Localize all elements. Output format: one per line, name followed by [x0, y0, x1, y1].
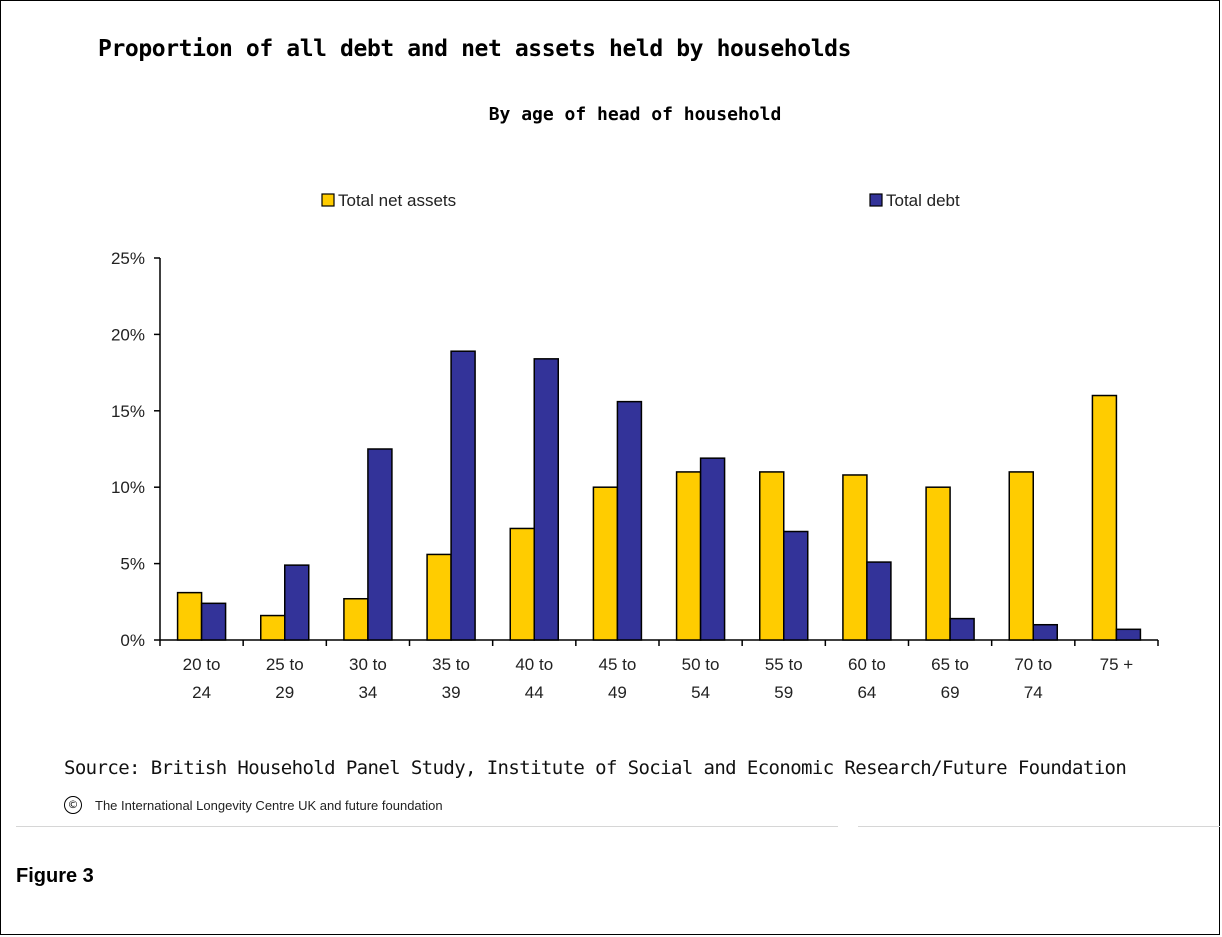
x-category-label: 65 to — [931, 655, 969, 674]
copyright-text: The International Longevity Centre UK an… — [95, 797, 443, 813]
x-category-label: 29 — [275, 683, 294, 702]
net-assets-bar — [176, 591, 203, 641]
x-category-label: 69 — [941, 683, 960, 702]
x-category-label: 74 — [1024, 683, 1043, 702]
net-assets-bar — [343, 597, 369, 641]
x-category-label: 30 to — [349, 655, 387, 674]
bar-chart: Total net assets Total debt 0% 5% 10% 15% 20% 2… — [111, 191, 1159, 702]
x-category-label: 25 to — [266, 655, 304, 674]
net-assets-bar — [759, 471, 785, 641]
separator-line — [16, 826, 838, 827]
total-debt-bar — [450, 350, 476, 641]
x-category-label: 40 to — [515, 655, 553, 674]
x-category-label: 64 — [857, 683, 876, 702]
y-tick-label: 10% — [111, 478, 145, 497]
net-assets-bar — [592, 486, 619, 641]
total-debt-bar — [367, 448, 393, 641]
x-category-label: 54 — [691, 683, 710, 702]
y-tick-label: 20% — [111, 325, 145, 344]
total-debt-bar — [616, 400, 643, 641]
x-category-label: 20 to — [183, 655, 221, 674]
net-assets-bar — [509, 527, 535, 641]
figure-label: Figure 3 — [16, 865, 94, 887]
x-category-label: 35 to — [432, 655, 470, 674]
x-category-label: 50 to — [682, 655, 720, 674]
legend-net-assets-swatch — [321, 193, 335, 207]
x-category-label: 60 to — [848, 655, 886, 674]
x-category-label: 24 — [192, 683, 211, 702]
copyright-icon: © — [64, 796, 82, 815]
net-assets-bar — [426, 553, 452, 641]
legend-net-assets-label: Total net assets — [338, 191, 456, 210]
y-tick-label: 0% — [120, 631, 145, 650]
total-debt-bar — [699, 457, 726, 641]
separator-line — [858, 826, 1220, 827]
net-assets-bar — [842, 474, 868, 641]
copyright-line: © The International Longevity Centre UK a… — [64, 796, 443, 815]
total-debt-bar — [284, 564, 310, 641]
x-category-label: 45 to — [599, 655, 637, 674]
total-debt-bar — [783, 530, 809, 641]
net-assets-bar — [1091, 394, 1118, 641]
x-category-label: 70 to — [1014, 655, 1052, 674]
x-category-label: 59 — [774, 683, 793, 702]
x-category-label: 49 — [608, 683, 627, 702]
net-assets-bar — [675, 471, 702, 641]
x-category-label: 75 + — [1100, 655, 1134, 674]
total-debt-bar — [533, 358, 559, 641]
total-debt-bar — [949, 617, 975, 641]
y-tick-label: 15% — [111, 402, 145, 421]
y-tick-label: 25% — [111, 249, 145, 268]
total-debt-bar — [866, 561, 892, 641]
chart-subtitle: By age of head of household — [488, 104, 782, 125]
x-category-label: 44 — [525, 683, 544, 702]
legend-total-debt-swatch — [869, 193, 883, 207]
x-category-label: 55 to — [765, 655, 803, 674]
x-category-label: 39 — [442, 683, 461, 702]
x-category-label: 34 — [358, 683, 377, 702]
total-debt-bar — [1115, 628, 1142, 641]
chart-title: Proportion of all debt and net assets he… — [98, 36, 852, 62]
total-debt-bar — [1032, 623, 1058, 641]
net-assets-bar — [925, 486, 951, 641]
net-assets-bar — [260, 614, 286, 641]
source-note: Source: British Household Panel Study, I… — [64, 757, 1127, 779]
net-assets-bar — [1008, 471, 1034, 641]
y-tick-label: 5% — [120, 555, 145, 574]
total-debt-bar — [200, 602, 227, 641]
legend-total-debt-label: Total debt — [886, 191, 960, 210]
